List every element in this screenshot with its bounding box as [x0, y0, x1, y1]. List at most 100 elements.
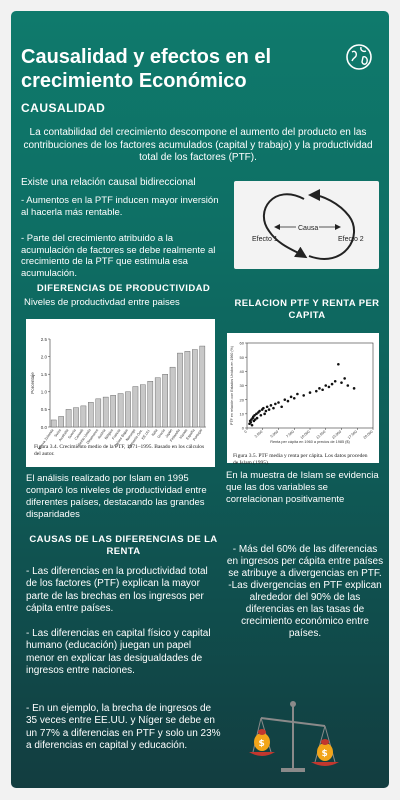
scatter-point [296, 392, 299, 396]
bar-y-tick-label: 0.0 [41, 425, 48, 430]
scatter-y-tick-label: 60 [240, 341, 245, 346]
svg-text:$: $ [259, 739, 265, 749]
scatter-point [333, 379, 337, 383]
bar-category-label: EE.UU. [141, 428, 151, 440]
scatter-point [272, 406, 275, 410]
bar-category-label: Noruega [125, 428, 136, 442]
scatter-point [337, 362, 340, 366]
bar-category-label: Australia [58, 428, 69, 442]
scatter-x-axis-label: Renta per cápita en 1960 a precios de 19… [270, 440, 350, 444]
scatter-chart-caption: Figura 3.5. PTF media y renta per cápita… [233, 453, 368, 466]
bar [50, 419, 57, 428]
scatter-point [258, 409, 261, 413]
bar-y-tick-label: 1.5 [41, 372, 48, 377]
bar-category-label: Francia [111, 428, 121, 440]
bar [162, 374, 168, 428]
scatter-point [259, 413, 263, 417]
scatter-point [352, 387, 356, 390]
bar-y-tick-label: 2.5 [41, 337, 48, 342]
scatter-point [283, 398, 287, 401]
scatter-point [265, 405, 269, 409]
scatter-x-tick-label: 5.000 [270, 430, 279, 439]
bar [177, 352, 183, 428]
scatter-point [292, 396, 296, 400]
bar [199, 345, 206, 428]
section-heading-diferencias: DIFERENCIAS DE PRODUCTIVIDAD [36, 283, 211, 294]
bar-category-label: Bélgica [104, 428, 114, 440]
bar-y-axis-label: Porcentaje [30, 372, 35, 394]
bar-category-label: Finlandia [169, 428, 181, 442]
bar [110, 395, 116, 428]
scatter-x-tick-label: 20.000 [363, 430, 374, 440]
bar [88, 402, 94, 428]
bar-y-tick-label: 1.0 [41, 390, 48, 395]
svg-text:$: $ [322, 749, 328, 759]
bar-category-label: España [185, 428, 195, 440]
bar [80, 405, 87, 428]
bar [184, 351, 191, 428]
causalidad-point-2: - Parte del crecimiento atribuido a la a… [21, 233, 216, 279]
bar [73, 407, 79, 428]
bar [95, 398, 102, 428]
scatter-point [286, 399, 290, 403]
balance-scale-money-icon: $ $ [249, 701, 339, 772]
scatter-point [340, 381, 343, 384]
causas-point-2: - Las diferencias en capital físico y ca… [26, 628, 211, 676]
scatter-point [318, 387, 321, 390]
scatter-point [267, 408, 271, 411]
section-heading-causas: CAUSAS DE LAS DIFERENCIAS DE LA RENTA [29, 534, 218, 557]
bar-category-label: Japón [164, 428, 173, 438]
bar [125, 391, 131, 428]
scatter-x-tick-label: 15.000 [331, 430, 342, 440]
infographic-card: Causalidad y efectos en el crecimiento E… [11, 11, 389, 788]
causality-diagram: Efecto 1 Causa Efecto 2 [234, 181, 379, 269]
scatter-frame [246, 342, 374, 429]
scatter-y-tick-label: 20 [240, 397, 245, 402]
scatter-point [264, 409, 268, 413]
bar [169, 366, 176, 428]
causas-right-text: - Más del 60% de las diferencias en ingr… [226, 544, 384, 639]
scatter-point [262, 406, 265, 410]
scatter-point [346, 384, 350, 387]
scatter-x-tick-label: 2.500 [254, 430, 263, 439]
scatter-point [269, 404, 273, 407]
scatter-point [330, 382, 334, 386]
causas-point-3: - En un ejemplo, la brecha de ingresos d… [26, 703, 221, 751]
bar-y-tick-label: 2.0 [41, 354, 48, 359]
scatter-y-tick-label: 0 [242, 426, 245, 431]
section-heading-causalidad: CAUSALIDAD [21, 101, 106, 115]
scatter-x-tick-label: 7.500 [285, 430, 294, 439]
scatter-x-tick-label: 0 [244, 430, 248, 434]
scatter-point [315, 389, 318, 393]
scatter-point [321, 388, 324, 392]
bar [102, 396, 109, 428]
diferencias-subtitle: Niveles de productivdad entre paises [24, 297, 180, 308]
causalidad-intro: La contabilidad del crecimiento descompo… [23, 127, 373, 163]
causas-point-1: - Las diferencias en la productividad to… [26, 566, 208, 614]
scatter-y-tick-label: 30 [240, 383, 245, 388]
diferencias-text: El análisis realizado por Islam en 1995 … [26, 473, 207, 520]
scatter-x-tick-label: 12.500 [315, 430, 326, 440]
scatter-x-tick-label: 17.500 [347, 430, 358, 440]
causalidad-point-1: - Aumentos en la PTF inducen mayor inver… [21, 195, 219, 218]
scatter-point [280, 405, 283, 409]
scatter-point [277, 401, 280, 404]
scatter-y-tick-label: 40 [240, 369, 245, 374]
relacion-text: En la muestra de Islam se evidencia que … [226, 470, 379, 505]
scatter-point [343, 377, 346, 380]
scatter-point [249, 421, 253, 424]
diagram-label-efecto-2: Efecto 2 [338, 236, 364, 243]
scatter-point [255, 412, 258, 416]
bar [132, 386, 139, 428]
bar-category-label: Irlanda [179, 428, 189, 439]
scatter-point [253, 413, 256, 417]
bar [117, 393, 124, 428]
scatter-y-tick-label: 10 [240, 411, 245, 416]
scatter-y-axis-label: PTF en relación con Estados Unidos en 19… [230, 346, 234, 425]
page-title: Causalidad y efectos en el crecimiento E… [21, 46, 272, 92]
bar-category-label: Austria [97, 428, 107, 439]
bar-category-label: Grecia [157, 428, 166, 439]
globe-icon [346, 44, 372, 70]
